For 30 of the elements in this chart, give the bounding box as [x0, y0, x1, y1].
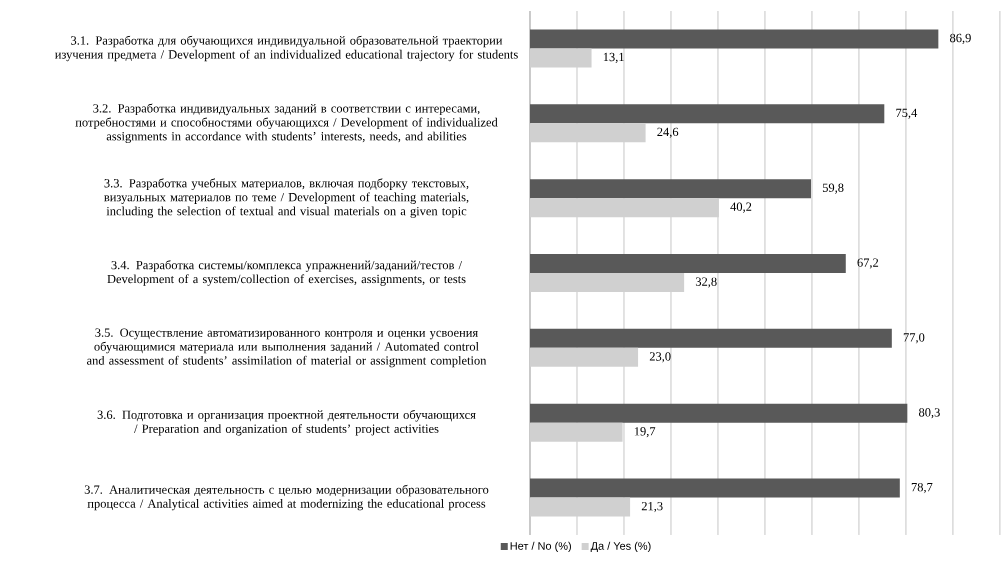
y-tick-label: 3.5. Осуществление автоматизированного контроля и оценки усвоения обучающимися материала или выполнения заданий / Automated control and assessment of students’ assimilation of material or assignment completion — [87, 328, 487, 368]
data-label: 59,8 — [822, 183, 844, 194]
data-label: 13,1 — [603, 52, 624, 63]
bar — [530, 29, 939, 49]
data-label: 67,2 — [857, 258, 879, 269]
y-tick-label: 3.3. Разработка учебных материалов, включая подборку текстовых, визуальных материалов по теме / Development of teaching materials, including the selection of textual and visual materials on a given topic — [104, 178, 469, 218]
data-label: 77,0 — [903, 333, 925, 344]
y-tick-label: 3.7. Аналитическая деятельность с целью модернизации образовательного процесса / Analytical activities aimed at modernizing the educational process — [84, 484, 489, 511]
data-label: 21,3 — [641, 501, 663, 513]
y-tick-label: 3.4. Разработка системы/комплекса упражнений/заданий/тестов / Development of a system/collection of exercises, assignments, or tests — [107, 260, 466, 286]
data-label: 19,7 — [634, 427, 656, 438]
data-label: 23,0 — [649, 352, 671, 363]
bar — [530, 478, 900, 498]
data-label: 86,9 — [950, 33, 971, 45]
data-label: 78,7 — [911, 482, 933, 494]
legend-label: Нет / No (%) — [510, 541, 571, 552]
y-tick-label: 3.2. Разработка индивидуальных заданий в соответствии с интересами, потребностями и способностями обучающихся / Development of individualized assignments in accordance with students’ interests, needs, and abilities — [75, 103, 498, 144]
bar — [530, 104, 885, 124]
bar — [530, 403, 908, 423]
bar — [530, 253, 846, 273]
data-label: 24,6 — [657, 127, 679, 138]
y-tick-label: 3.6. Подготовка и организация проектной деятельности обучающихся / Preparation and organization of students’ project activities — [97, 409, 476, 436]
y-tick-label: 3.1. Разработка для обучающихся индивидуальной образовательной траектории изучения предмета / Development of an individualized educational trajectory for students — [55, 35, 518, 62]
legend-label: Да / Yes (%) — [590, 541, 651, 552]
bar — [530, 328, 892, 348]
bar — [530, 179, 811, 199]
data-label: 40,2 — [730, 202, 752, 213]
data-label: 75,4 — [896, 108, 918, 119]
data-label: 80,3 — [919, 408, 940, 419]
data-label: 32,8 — [695, 277, 717, 288]
